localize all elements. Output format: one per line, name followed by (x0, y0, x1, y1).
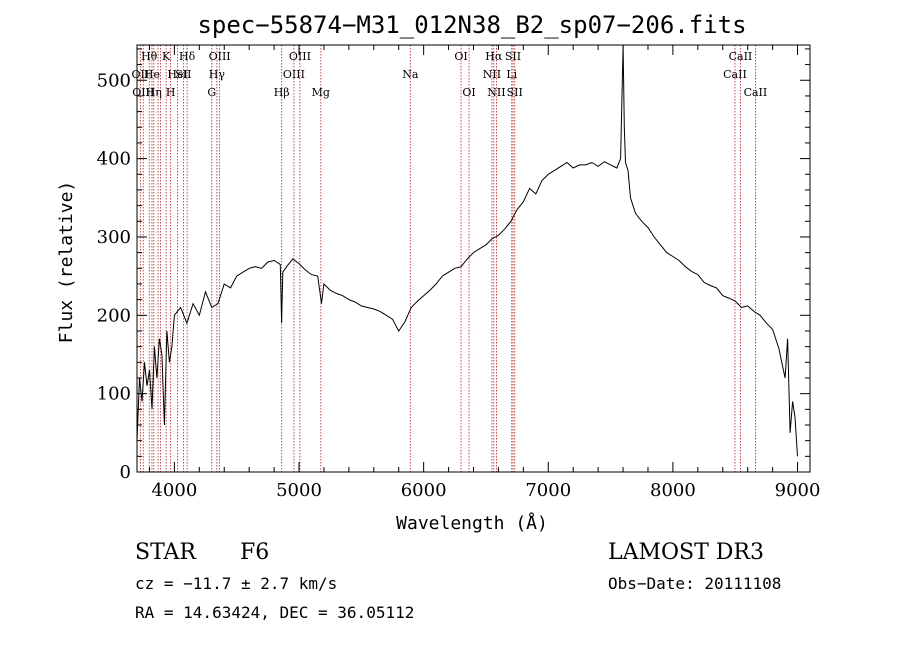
line-label-13: Hγ (209, 68, 226, 81)
spectrum-line-0 (136, 44, 798, 457)
line-label-26: SII (505, 50, 521, 63)
line-label-21: OI (462, 86, 475, 99)
line-label-11: Hδ (179, 50, 196, 63)
line-label-27: SII (507, 86, 523, 99)
line-label-3: He (144, 68, 160, 81)
line-label-0: OII (132, 68, 150, 81)
line-label-20: OI (454, 50, 467, 63)
line-label-9: HeI (167, 68, 187, 81)
y-tick-label-0: 0 (120, 462, 131, 483)
line-label-12: G (207, 86, 216, 99)
y-tick-label-100: 100 (97, 384, 131, 405)
ra-dec: RA = 14.63424, DEC = 36.05112 (135, 603, 415, 622)
y-axis: 0 100 200 300 400 500 (97, 48, 810, 483)
redshift-cz: cz = −11.7 ± 2.7 km/s (135, 574, 338, 593)
x-tick-label-9000: 9000 (775, 480, 821, 501)
emission-lines (139, 45, 756, 472)
line-label-17: OIII (289, 50, 311, 63)
x-tick-label-7000: 7000 (525, 480, 571, 501)
x-axis-label: Wavelength (Å) (396, 512, 548, 534)
line-label-28: CaII (723, 68, 747, 81)
plot-frame (136, 44, 811, 473)
line-label-10: SII (175, 68, 191, 81)
line-label-24: NII (487, 86, 505, 99)
x-tick-label-5000: 5000 (276, 480, 322, 501)
line-label-30: CaII (744, 86, 768, 99)
y-tick-label-200: 200 (97, 305, 131, 326)
line-label-23: Hα (485, 50, 503, 63)
chart-title: spec−55874−M31_012N38_B2_sp07−206.fits (197, 11, 746, 39)
line-label-25: Li (506, 68, 517, 81)
star-class: STAR (135, 540, 196, 565)
line-label-7: K (162, 50, 171, 63)
emission-line-labels: OIIOIIIHθHeHηKHHeISIIHδGHγOIIIHβOIIIOIII… (132, 50, 768, 99)
survey-name: LAMOST DR3 (608, 540, 764, 565)
line-label-18: Mg (312, 86, 330, 99)
line-label-14: OIII (209, 50, 231, 63)
line-label-4: Hη (146, 86, 162, 99)
y-tick-label-500: 500 (97, 70, 131, 91)
x-tick-label-4000: 4000 (151, 480, 197, 501)
x-tick-label-8000: 8000 (650, 480, 696, 501)
y-axis-label: Flux (relative) (56, 181, 77, 344)
line-label-22: NII (483, 68, 501, 81)
y-tick-label-300: 300 (97, 227, 131, 248)
y-tick-label-400: 400 (97, 149, 131, 170)
line-label-19: Na (402, 68, 419, 81)
spectrum-series (136, 44, 798, 457)
line-label-2: Hθ (141, 50, 158, 63)
x-tick-label-6000: 6000 (401, 480, 447, 501)
star-subclass: F6 (240, 540, 270, 565)
line-label-29: CaII (729, 50, 753, 63)
line-label-15: Hβ (274, 86, 290, 99)
observation-date: Obs−Date: 20111108 (608, 574, 782, 593)
line-label-16: OIII (283, 68, 305, 81)
x-axis: 4000 5000 6000 7000 8000 9000 (148, 45, 821, 501)
line-label-8: H (166, 86, 176, 99)
